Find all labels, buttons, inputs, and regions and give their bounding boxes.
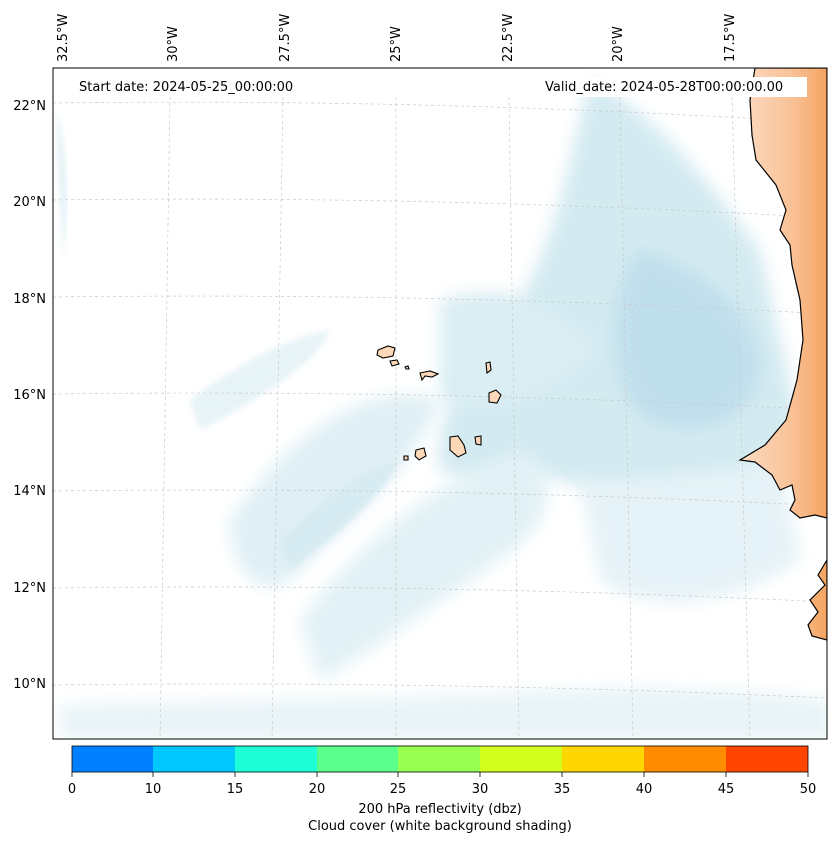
lon-label-32-5w: 32.5°W — [56, 14, 71, 62]
island-brava — [403, 455, 409, 461]
colorbar: 0 10 15 20 25 30 35 40 45 50 200 hPa ref… — [68, 745, 817, 834]
island-boa-vista — [488, 389, 502, 404]
lat-label-18n: 18°N — [13, 292, 46, 307]
island-sao-nicolau — [419, 370, 440, 382]
colorbar-tick-10: 10 — [145, 782, 162, 797]
colorbar-segment-4 — [398, 746, 480, 772]
colorbar-segment-6 — [562, 746, 644, 772]
colorbar-segment-2 — [235, 746, 317, 772]
lat-label-20n: 20°N — [13, 195, 46, 210]
colorbar-segment-8 — [726, 746, 808, 772]
island-santiago — [449, 435, 467, 458]
colorbar-segment-7 — [644, 746, 726, 772]
colorbar-tick-25: 25 — [390, 782, 407, 797]
map-area: Start date: 2024-05-25_00:00:00 Valid_da… — [53, 68, 827, 739]
start-date-box — [72, 77, 312, 97]
colorbar-tick-30: 30 — [472, 782, 489, 797]
lat-label-10n: 10°N — [13, 677, 46, 692]
colorbar-label: 200 hPa reflectivity (dbz) — [358, 802, 521, 817]
valid-date-box — [540, 77, 807, 97]
island-sao-vicente — [389, 359, 400, 367]
island-santo-antao — [376, 345, 396, 359]
colorbar-segment-1 — [153, 746, 235, 772]
island-santa-luzia — [404, 365, 410, 370]
colorbar-segment-0 — [72, 746, 154, 772]
start-date-text: Start date: 2024-05-25_00:00:00 — [79, 80, 293, 95]
colorbar-tick-45: 45 — [718, 782, 735, 797]
africa-land — [738, 68, 827, 641]
colorbar-sublabel: Cloud cover (white background shading) — [308, 819, 572, 834]
valid-date-text: Valid_date: 2024-05-28T00:00:00.00 — [545, 80, 783, 95]
lat-label-14n: 14°N — [13, 484, 46, 499]
lat-label-16n: 16°N — [13, 388, 46, 403]
colorbar-segment-3 — [317, 746, 399, 772]
lon-label-22-5w: 22.5°W — [501, 14, 516, 62]
latitude-labels: 22°N 20°N 18°N 16°N 14°N 12°N 10°N — [13, 99, 46, 692]
longitude-labels: 32.5°W 30°W 27.5°W 25°W 22.5°W 20°W 17.5… — [56, 14, 738, 62]
island-fogo — [414, 447, 427, 461]
lon-label-17-5w: 17.5°W — [723, 14, 738, 62]
cape-verde-islands — [376, 345, 502, 461]
lat-label-12n: 12°N — [13, 581, 46, 596]
lon-label-25w: 25°W — [389, 26, 404, 62]
lon-label-20w: 20°W — [611, 26, 626, 62]
colorbar-tick-40: 40 — [636, 782, 653, 797]
colorbar-tick-50: 50 — [800, 782, 817, 797]
colorbar-tick-35: 35 — [554, 782, 571, 797]
map-frame — [52, 67, 828, 740]
colorbar-tick-15: 15 — [227, 782, 244, 797]
lon-label-27-5w: 27.5°W — [278, 14, 293, 62]
island-maio — [474, 435, 482, 446]
lon-label-30w: 30°W — [166, 26, 181, 62]
colorbar-segment-5 — [480, 746, 562, 772]
island-sal — [485, 361, 492, 375]
colorbar-frame — [71, 745, 809, 773]
colorbar-tick-0: 0 — [68, 782, 76, 797]
graticule — [53, 96, 827, 739]
colorbar-tick-20: 20 — [309, 782, 326, 797]
lat-label-22n: 22°N — [13, 99, 46, 114]
